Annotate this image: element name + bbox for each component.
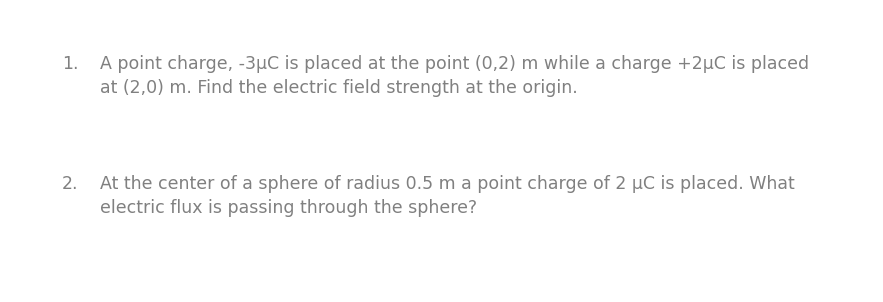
Text: 2.: 2. — [62, 175, 79, 193]
Text: At the center of a sphere of radius 0.5 m a point charge of 2 μC is placed. What: At the center of a sphere of radius 0.5 … — [100, 175, 795, 217]
Text: 1.: 1. — [62, 55, 79, 73]
Text: A point charge, -3μC is placed at the point (0,2) m while a charge +2μC is place: A point charge, -3μC is placed at the po… — [100, 55, 809, 97]
